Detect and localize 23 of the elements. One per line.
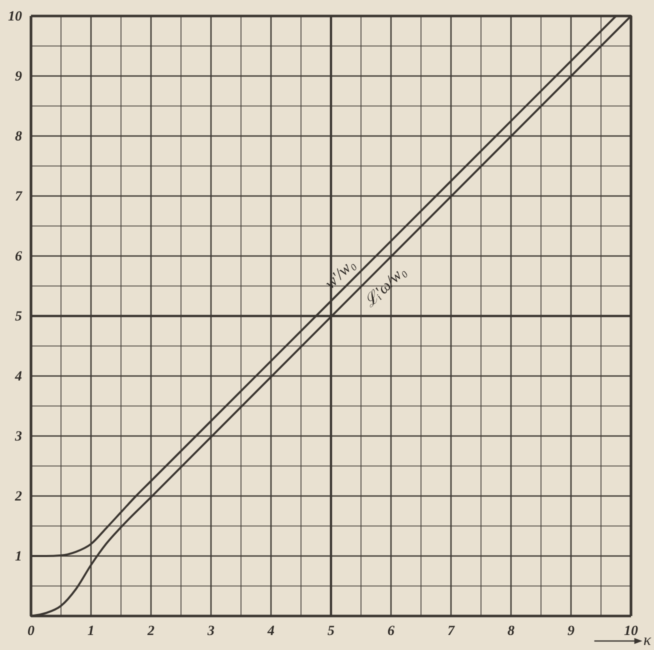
x-tick-label: 2: [146, 624, 154, 639]
y-tick-label: 7: [15, 189, 23, 204]
y-tick-label: 1: [15, 549, 22, 564]
x-tick-label: 3: [206, 624, 214, 639]
y-tick-label: 2: [14, 489, 22, 504]
x-tick-label: 8: [508, 624, 514, 639]
x-tick-label: 6: [388, 624, 394, 639]
x-tick-label: 7: [448, 624, 456, 639]
y-tick-label: 4: [14, 369, 22, 384]
x-axis-title: κ: [643, 632, 652, 649]
y-tick-label: 8: [15, 129, 22, 144]
x-tick-label: 9: [568, 624, 574, 639]
y-tick-label: 5: [15, 309, 22, 324]
x-tick-label: 4: [266, 624, 274, 639]
x-tick-label: 1: [88, 624, 94, 639]
x-tick-label: 10: [624, 624, 638, 639]
y-tick-label: 10: [8, 9, 22, 24]
text: w'/w₀: [322, 256, 358, 292]
x-tick-label: 0: [28, 624, 34, 639]
y-tick-label: 3: [14, 429, 22, 444]
y-tick-label: 9: [15, 69, 22, 84]
x-tick-label: 5: [328, 624, 334, 639]
y-tick-label: 6: [15, 249, 22, 264]
